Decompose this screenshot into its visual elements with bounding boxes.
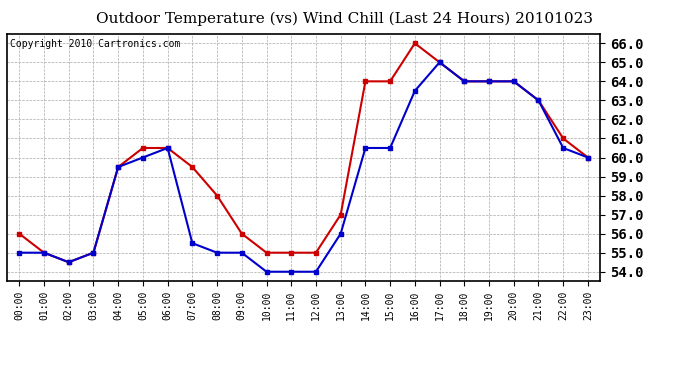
Text: Outdoor Temperature (vs) Wind Chill (Last 24 Hours) 20101023: Outdoor Temperature (vs) Wind Chill (Las… — [97, 11, 593, 26]
Text: Copyright 2010 Cartronics.com: Copyright 2010 Cartronics.com — [10, 39, 180, 49]
